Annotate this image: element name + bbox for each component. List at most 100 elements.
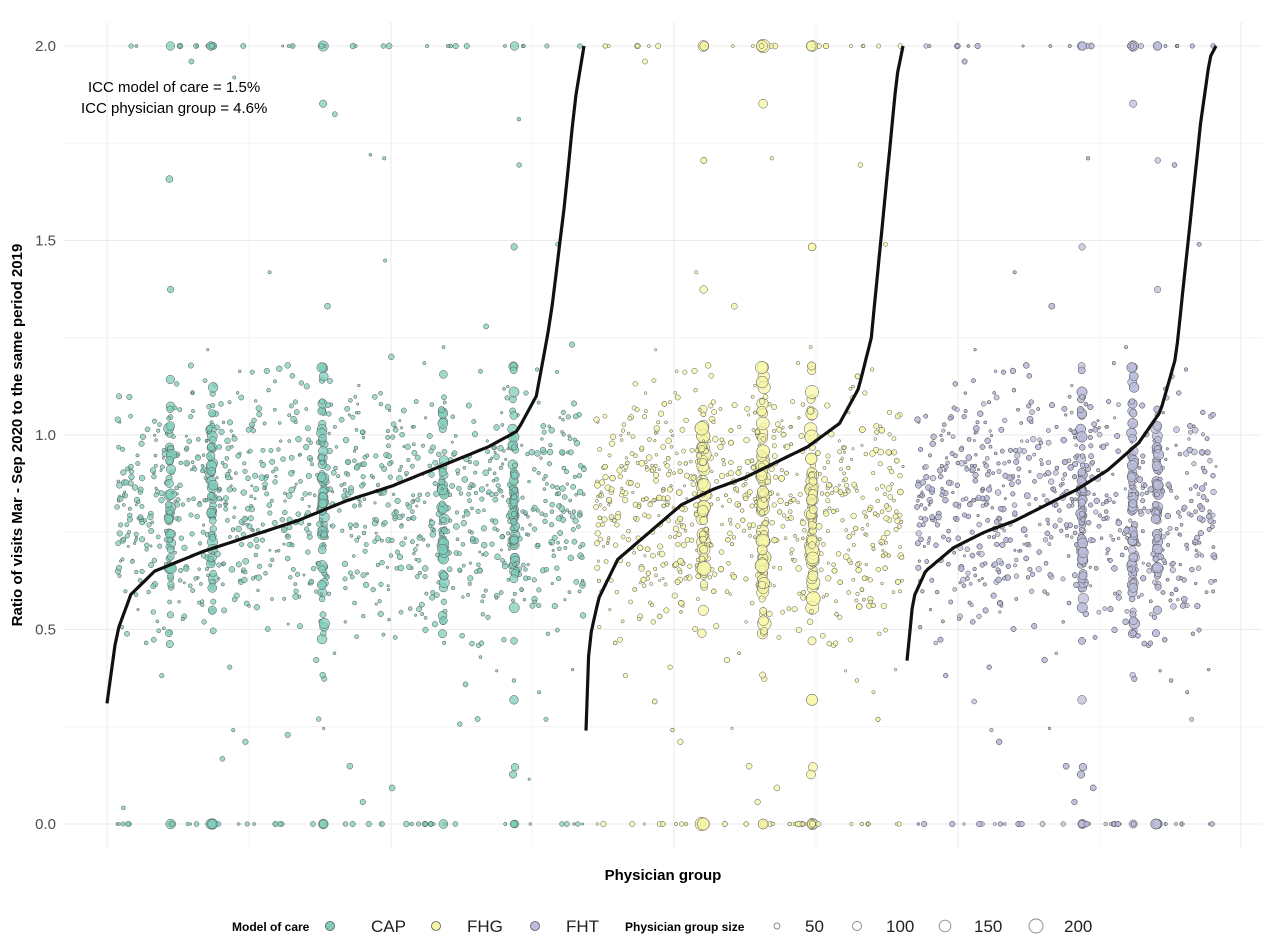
data-point xyxy=(1065,533,1069,538)
data-point xyxy=(677,468,683,474)
data-point xyxy=(851,577,856,582)
data-point xyxy=(841,479,846,483)
data-point xyxy=(780,431,787,438)
data-point xyxy=(485,614,491,620)
data-point xyxy=(284,731,291,738)
data-point xyxy=(220,460,225,465)
data-point xyxy=(429,531,436,538)
legend-label-fht: FHT xyxy=(566,917,599,936)
data-point xyxy=(224,471,231,478)
data-point xyxy=(343,620,347,624)
data-point xyxy=(885,485,893,492)
data-point xyxy=(999,448,1005,454)
data-point xyxy=(1013,448,1018,453)
data-point xyxy=(316,716,322,722)
data-point xyxy=(148,528,155,534)
data-point xyxy=(576,512,582,518)
data-point xyxy=(460,520,467,527)
data-point xyxy=(966,437,972,442)
data-point xyxy=(475,508,481,514)
data-point xyxy=(678,570,683,575)
data-point xyxy=(388,553,394,558)
data-point xyxy=(638,581,642,585)
data-point xyxy=(278,439,283,443)
data-point xyxy=(326,591,332,596)
data-point xyxy=(629,821,636,827)
data-point xyxy=(489,456,494,460)
data-point xyxy=(961,58,968,65)
data-point xyxy=(1128,499,1138,508)
data-point xyxy=(661,489,665,493)
data-point xyxy=(927,44,932,48)
data-point xyxy=(1067,464,1074,471)
data-point xyxy=(362,581,370,588)
data-point xyxy=(1009,367,1016,374)
data-point xyxy=(247,604,251,608)
data-point xyxy=(207,467,216,476)
data-point xyxy=(506,384,510,389)
data-point xyxy=(452,821,459,827)
data-point xyxy=(154,438,158,442)
data-point xyxy=(612,542,619,548)
data-point xyxy=(946,562,951,567)
data-point xyxy=(235,525,242,533)
data-point xyxy=(669,484,673,488)
data-point xyxy=(637,616,642,622)
data-point xyxy=(292,593,299,600)
data-point xyxy=(527,479,531,484)
data-point xyxy=(788,493,793,498)
data-point xyxy=(976,613,982,620)
data-point xyxy=(572,822,576,826)
data-point xyxy=(602,474,609,481)
data-point xyxy=(801,589,806,595)
data-point xyxy=(193,576,198,581)
data-point xyxy=(244,821,250,827)
data-point xyxy=(1139,402,1146,409)
data-point xyxy=(1200,409,1206,415)
data-point xyxy=(728,459,734,466)
data-point xyxy=(709,543,714,548)
data-point xyxy=(964,546,971,553)
data-point xyxy=(967,501,973,508)
data-point xyxy=(133,592,139,597)
data-point xyxy=(699,535,707,543)
data-point xyxy=(757,524,762,529)
data-point xyxy=(1174,495,1179,500)
data-point xyxy=(470,506,474,511)
data-point xyxy=(943,673,949,679)
data-point xyxy=(1126,472,1137,482)
data-point xyxy=(600,522,605,528)
data-point xyxy=(1039,462,1044,467)
data-point xyxy=(457,721,463,727)
legend-size-150 xyxy=(938,919,952,933)
data-point xyxy=(1097,513,1103,518)
data-point xyxy=(166,464,176,475)
data-point xyxy=(658,550,666,558)
data-point xyxy=(930,433,937,440)
data-point xyxy=(897,512,903,518)
data-point xyxy=(687,563,693,569)
data-point xyxy=(1105,547,1111,552)
data-point xyxy=(526,514,530,519)
data-point xyxy=(561,494,568,500)
data-point xyxy=(676,489,683,496)
data-point xyxy=(1088,502,1094,508)
data-point xyxy=(550,483,555,489)
data-point xyxy=(407,606,413,611)
data-point xyxy=(359,798,366,806)
data-point xyxy=(118,494,122,498)
data-point xyxy=(1089,584,1093,588)
data-point xyxy=(478,486,485,493)
data-point xyxy=(387,474,393,480)
data-point xyxy=(935,513,942,521)
data-point xyxy=(293,582,298,587)
data-point xyxy=(1066,554,1071,558)
data-point xyxy=(288,403,294,409)
data-point xyxy=(429,402,435,407)
data-point xyxy=(650,552,656,559)
data-point xyxy=(883,627,888,633)
data-point xyxy=(1070,535,1074,539)
data-point xyxy=(236,822,241,826)
data-point xyxy=(336,474,341,479)
data-point xyxy=(672,535,677,540)
